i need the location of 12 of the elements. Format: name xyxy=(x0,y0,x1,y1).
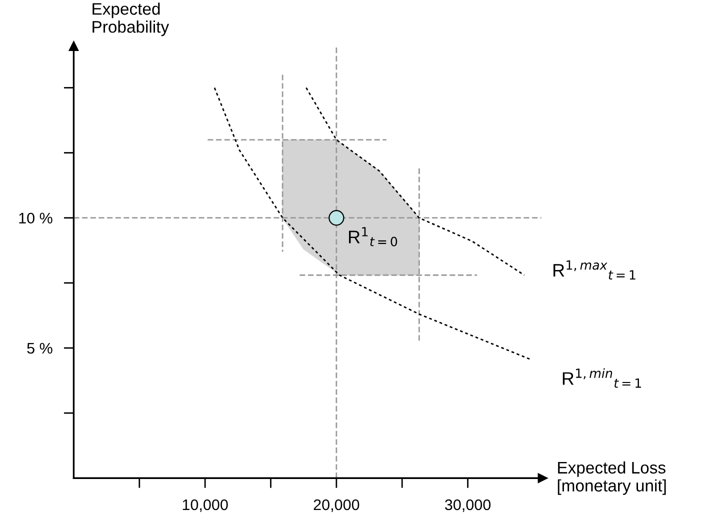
line-series xyxy=(306,87,525,276)
line-series xyxy=(214,87,532,360)
x-tick-label: 30,000 xyxy=(444,499,491,512)
text: R$^{1,max}$$_{t=1}$ xyxy=(554,260,636,280)
y-tick-label: 5 % xyxy=(27,342,52,354)
y-axis-title: Expected Probability xyxy=(92,2,170,36)
y-tick-label: 10 % xyxy=(19,212,52,224)
annotation: R$^{1}$$_{t=0}$ xyxy=(349,227,398,246)
x-tick-label: 10,000 xyxy=(182,499,228,512)
text: R$^{1,min}$$_{t=1}$ xyxy=(562,368,641,388)
x-axis-title: Expected Loss [monetary unit] xyxy=(558,461,666,495)
x-tick-label: 20,000 xyxy=(314,499,360,512)
